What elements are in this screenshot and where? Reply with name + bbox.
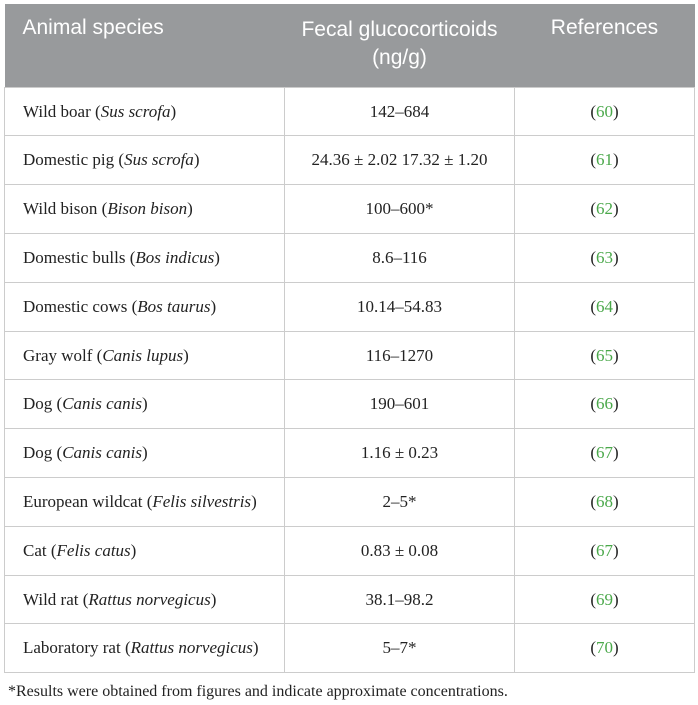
reference-link[interactable]: 60 <box>596 102 613 121</box>
cell-value: 2–5* <box>285 478 515 527</box>
reference-link[interactable]: 62 <box>596 199 613 218</box>
table-row: Wild boar (Sus scrofa)142–684(60) <box>5 87 695 136</box>
glucocorticoids-table: Animal species Fecal glucocorticoids (ng… <box>4 4 695 673</box>
reference-link[interactable]: 64 <box>596 297 613 316</box>
cell-reference: (61) <box>515 136 695 185</box>
reference-link[interactable]: 70 <box>596 638 613 657</box>
species-common: Wild boar <box>23 102 91 121</box>
species-common: Gray wolf <box>23 346 92 365</box>
cell-species: Dog (Canis canis) <box>5 380 285 429</box>
cell-value: 10.14–54.83 <box>285 282 515 331</box>
species-scientific: Felis silvestris <box>152 492 251 511</box>
species-scientific: Sus scrofa <box>124 150 194 169</box>
cell-value: 0.83 ± 0.08 <box>285 526 515 575</box>
cell-species: Domestic cows (Bos taurus) <box>5 282 285 331</box>
cell-value: 190–601 <box>285 380 515 429</box>
table-footnote: *Results were obtained from figures and … <box>4 673 694 701</box>
reference-link[interactable]: 68 <box>596 492 613 511</box>
table-row: Dog (Canis canis)190–601(66) <box>5 380 695 429</box>
reference-link[interactable]: 66 <box>596 394 613 413</box>
table-header-row: Animal species Fecal glucocorticoids (ng… <box>5 4 695 87</box>
cell-value: 38.1–98.2 <box>285 575 515 624</box>
table-row: Wild rat (Rattus norvegicus)38.1–98.2(69… <box>5 575 695 624</box>
cell-value: 116–1270 <box>285 331 515 380</box>
species-common: Domestic pig <box>23 150 114 169</box>
species-common: Dog <box>23 443 52 462</box>
cell-value: 142–684 <box>285 87 515 136</box>
cell-reference: (60) <box>515 87 695 136</box>
table-row: Domestic pig (Sus scrofa)24.36 ± 2.02 17… <box>5 136 695 185</box>
species-scientific: Canis canis <box>62 443 142 462</box>
cell-species: Domestic bulls (Bos indicus) <box>5 234 285 283</box>
cell-reference: (67) <box>515 429 695 478</box>
cell-species: Domestic pig (Sus scrofa) <box>5 136 285 185</box>
cell-reference: (70) <box>515 624 695 673</box>
reference-link[interactable]: 63 <box>596 248 613 267</box>
table-row: Laboratory rat (Rattus norvegicus)5–7*(7… <box>5 624 695 673</box>
species-scientific: Canis lupus <box>102 346 183 365</box>
species-common: Wild bison <box>23 199 97 218</box>
table-row: Domestic bulls (Bos indicus)8.6–116(63) <box>5 234 695 283</box>
cell-value: 24.36 ± 2.02 17.32 ± 1.20 <box>285 136 515 185</box>
reference-link[interactable]: 67 <box>596 443 613 462</box>
table-row: European wildcat (Felis silvestris)2–5*(… <box>5 478 695 527</box>
table-row: Dog (Canis canis)1.16 ± 0.23(67) <box>5 429 695 478</box>
species-scientific: Rattus norvegicus <box>131 638 253 657</box>
reference-link[interactable]: 61 <box>596 150 613 169</box>
cell-value: 1.16 ± 0.23 <box>285 429 515 478</box>
table-row: Wild bison (Bison bison)100–600*(62) <box>5 185 695 234</box>
species-scientific: Sus scrofa <box>101 102 171 121</box>
species-common: Laboratory rat <box>23 638 121 657</box>
species-common: Wild rat <box>23 590 79 609</box>
species-common: Domestic bulls <box>23 248 125 267</box>
cell-reference: (64) <box>515 282 695 331</box>
cell-reference: (65) <box>515 331 695 380</box>
species-common: Domestic cows <box>23 297 127 316</box>
cell-species: European wildcat (Felis silvestris) <box>5 478 285 527</box>
col-header-value: Fecal glucocorticoids (ng/g) <box>285 4 515 87</box>
table-row: Cat (Felis catus)0.83 ± 0.08(67) <box>5 526 695 575</box>
cell-species: Wild boar (Sus scrofa) <box>5 87 285 136</box>
col-header-refs: References <box>515 4 695 87</box>
species-scientific: Bos taurus <box>137 297 210 316</box>
cell-value: 5–7* <box>285 624 515 673</box>
species-scientific: Felis catus <box>57 541 131 560</box>
species-scientific: Rattus norvegicus <box>88 590 210 609</box>
species-common: Dog <box>23 394 52 413</box>
reference-link[interactable]: 69 <box>596 590 613 609</box>
species-scientific: Bos indicus <box>135 248 214 267</box>
cell-species: Cat (Felis catus) <box>5 526 285 575</box>
cell-value: 100–600* <box>285 185 515 234</box>
table-body: Wild boar (Sus scrofa)142–684(60)Domesti… <box>5 87 695 673</box>
col-header-species: Animal species <box>5 4 285 87</box>
cell-reference: (62) <box>515 185 695 234</box>
species-common: Cat <box>23 541 47 560</box>
table-row: Domestic cows (Bos taurus)10.14–54.83(64… <box>5 282 695 331</box>
cell-reference: (68) <box>515 478 695 527</box>
cell-species: Wild rat (Rattus norvegicus) <box>5 575 285 624</box>
table-row: Gray wolf (Canis lupus)116–1270(65) <box>5 331 695 380</box>
cell-value: 8.6–116 <box>285 234 515 283</box>
cell-reference: (69) <box>515 575 695 624</box>
cell-reference: (63) <box>515 234 695 283</box>
species-common: European wildcat <box>23 492 142 511</box>
species-scientific: Canis canis <box>62 394 142 413</box>
cell-species: Dog (Canis canis) <box>5 429 285 478</box>
reference-link[interactable]: 67 <box>596 541 613 560</box>
cell-reference: (67) <box>515 526 695 575</box>
cell-reference: (66) <box>515 380 695 429</box>
cell-species: Wild bison (Bison bison) <box>5 185 285 234</box>
cell-species: Gray wolf (Canis lupus) <box>5 331 285 380</box>
cell-species: Laboratory rat (Rattus norvegicus) <box>5 624 285 673</box>
reference-link[interactable]: 65 <box>596 346 613 365</box>
species-scientific: Bison bison <box>107 199 187 218</box>
